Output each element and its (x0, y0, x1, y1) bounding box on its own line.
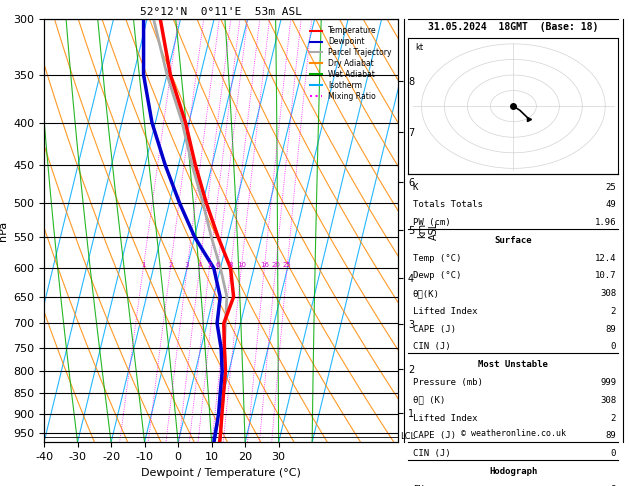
Text: Lifted Index: Lifted Index (413, 414, 477, 422)
Text: 2: 2 (611, 307, 616, 316)
Text: Pressure (mb): Pressure (mb) (413, 378, 482, 387)
Text: 999: 999 (600, 378, 616, 387)
Text: 2: 2 (168, 262, 172, 268)
Text: CIN (J): CIN (J) (413, 449, 450, 458)
Text: kt: kt (415, 43, 423, 52)
Text: EH: EH (413, 485, 423, 486)
Legend: Temperature, Dewpoint, Parcel Trajectory, Dry Adiabat, Wet Adiabat, Isotherm, Mi: Temperature, Dewpoint, Parcel Trajectory… (308, 23, 394, 104)
Text: 10.7: 10.7 (594, 272, 616, 280)
Text: Hodograph: Hodograph (489, 467, 538, 476)
Text: 4: 4 (198, 262, 202, 268)
Text: 20: 20 (271, 262, 280, 268)
Text: CIN (J): CIN (J) (413, 343, 450, 351)
Text: 2: 2 (611, 414, 616, 422)
Text: 0: 0 (611, 343, 616, 351)
Y-axis label: km
ASL: km ASL (417, 222, 438, 240)
Text: 308: 308 (600, 289, 616, 298)
Text: 3: 3 (185, 262, 189, 268)
Text: 16: 16 (260, 262, 269, 268)
Text: Temp (°C): Temp (°C) (413, 254, 461, 262)
Text: © weatheronline.co.uk: © weatheronline.co.uk (461, 429, 566, 438)
Text: 8: 8 (611, 485, 616, 486)
Text: 1.96: 1.96 (594, 218, 616, 227)
Text: Most Unstable: Most Unstable (479, 360, 548, 369)
Text: PW (cm): PW (cm) (413, 218, 450, 227)
Text: 31.05.2024  18GMT  (Base: 18): 31.05.2024 18GMT (Base: 18) (428, 21, 599, 32)
Text: Totals Totals: Totals Totals (413, 200, 482, 209)
Text: 10: 10 (237, 262, 246, 268)
Text: Surface: Surface (494, 236, 532, 245)
Text: 0: 0 (611, 449, 616, 458)
Text: CAPE (J): CAPE (J) (413, 431, 456, 440)
Text: LCL: LCL (400, 432, 415, 441)
Text: Dewp (°C): Dewp (°C) (413, 272, 461, 280)
Text: 1: 1 (141, 262, 145, 268)
Text: Lifted Index: Lifted Index (413, 307, 477, 316)
Title: 52°12'N  0°11'E  53m ASL: 52°12'N 0°11'E 53m ASL (140, 7, 302, 17)
Y-axis label: hPa: hPa (0, 221, 8, 241)
Text: 89: 89 (605, 431, 616, 440)
Text: 308: 308 (600, 396, 616, 405)
Text: θᴄ(K): θᴄ(K) (413, 289, 440, 298)
Text: 12.4: 12.4 (594, 254, 616, 262)
Text: K: K (413, 183, 418, 191)
Text: 49: 49 (605, 200, 616, 209)
Text: 8: 8 (228, 262, 233, 268)
Text: 25: 25 (605, 183, 616, 191)
Text: θᴄ (K): θᴄ (K) (413, 396, 445, 405)
Text: CAPE (J): CAPE (J) (413, 325, 456, 334)
Text: 25: 25 (282, 262, 291, 268)
Text: 5: 5 (207, 262, 211, 268)
Text: 6: 6 (215, 262, 220, 268)
Text: 89: 89 (605, 325, 616, 334)
X-axis label: Dewpoint / Temperature (°C): Dewpoint / Temperature (°C) (142, 468, 301, 478)
